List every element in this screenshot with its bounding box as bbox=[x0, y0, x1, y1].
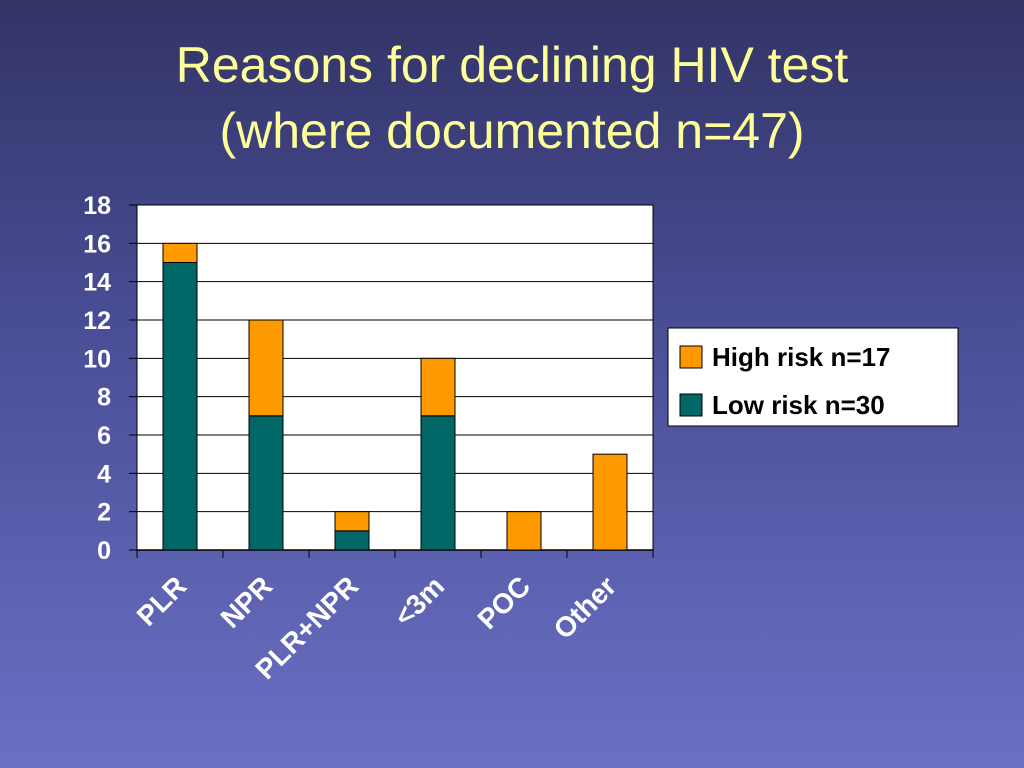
y-tick-label: 14 bbox=[83, 269, 111, 297]
legend bbox=[667, 327, 959, 427]
bar-segment bbox=[592, 453, 628, 551]
bar-segment bbox=[506, 511, 542, 551]
y-tick-label: 6 bbox=[97, 422, 111, 450]
plot-area bbox=[136, 204, 654, 551]
legend-swatch bbox=[679, 393, 703, 417]
bar-segment bbox=[248, 319, 284, 417]
bar-segment bbox=[334, 511, 370, 532]
y-tick-label: 2 bbox=[97, 499, 111, 527]
bar-segment bbox=[420, 357, 456, 417]
x-category-label: POC bbox=[471, 570, 536, 635]
x-category-label: PLR bbox=[131, 570, 193, 632]
y-tick-label: 18 bbox=[83, 192, 111, 220]
slide-title: Reasons for declining HIV test (where do… bbox=[0, 32, 1024, 164]
y-tick-label: 0 bbox=[97, 537, 111, 565]
x-category-label: NPR bbox=[215, 570, 279, 634]
legend-label: Low risk n=30 bbox=[712, 390, 885, 420]
legend-label: High risk n=17 bbox=[712, 342, 890, 372]
legend-swatch bbox=[679, 345, 703, 369]
bar-segment bbox=[248, 415, 284, 551]
x-category-label: <3m bbox=[388, 570, 450, 632]
bar-segment bbox=[162, 242, 198, 263]
y-tick-label: 10 bbox=[83, 345, 111, 373]
y-tick-label: 16 bbox=[83, 230, 111, 258]
x-category-label: Other bbox=[548, 570, 623, 645]
bar-segment bbox=[334, 530, 370, 551]
y-tick-label: 4 bbox=[97, 460, 111, 488]
y-tick-label: 8 bbox=[97, 384, 111, 412]
slide-title-line-2: (where documented n=47) bbox=[219, 103, 805, 159]
slide-title-line-1: Reasons for declining HIV test bbox=[175, 37, 849, 93]
y-tick-label: 12 bbox=[83, 307, 111, 335]
bar-segment bbox=[420, 415, 456, 551]
bar-segment bbox=[162, 262, 198, 551]
